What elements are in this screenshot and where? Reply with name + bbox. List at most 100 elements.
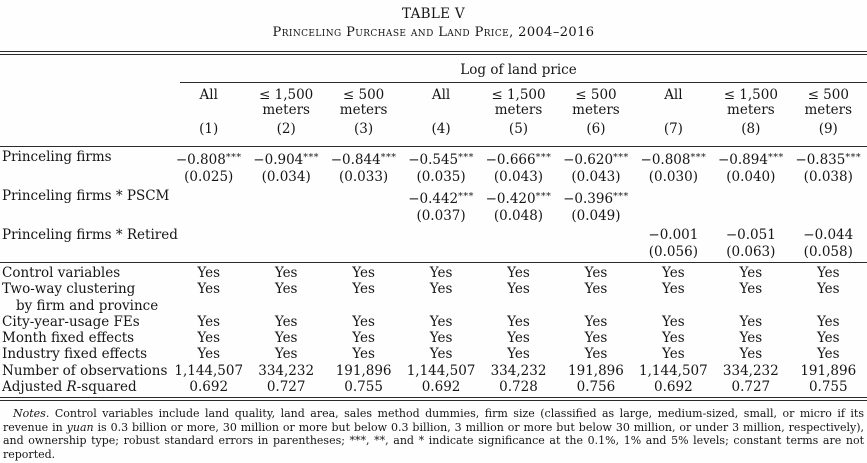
coefficient-value: −0.835***	[790, 149, 867, 169]
column-number: (7)	[663, 121, 683, 137]
column-subsample-label: ≤ 500	[342, 87, 385, 103]
spec-value: Yes	[816, 313, 840, 330]
spec-value: 0.727	[731, 379, 771, 396]
column-subsample-sublabel	[635, 103, 712, 118]
column-subsample-label: All	[431, 87, 451, 103]
row-label: Princeling firms	[2, 149, 112, 165]
coefficient-cell	[557, 227, 634, 261]
row-label: Month fixed effects	[0, 330, 170, 346]
significance-stars: ***	[613, 152, 629, 163]
coefficient-value: −0.808***	[170, 149, 247, 169]
coefficient-row: Princeling firms * PSCM −0.442*** (0.037) −…	[0, 188, 867, 225]
coefficient-row: Princeling firms * Retired −0.001 (0.056) −…	[0, 227, 867, 261]
coefficient-value: −0.396***	[557, 188, 634, 208]
empty-cell	[170, 227, 247, 244]
row-label-part: Month fixed effects	[2, 330, 135, 347]
spec-value: Yes	[197, 313, 221, 330]
coefficient-number: −0.894	[717, 152, 768, 168]
empty-cell	[325, 227, 402, 244]
notes-text-part: Control variables include land quality, …	[3, 407, 864, 434]
spec-value: 1,144,507	[174, 362, 244, 379]
column-subsample-sublabel: meters	[494, 102, 543, 118]
spec-value: 0.727	[266, 379, 306, 396]
spec-value: Yes	[197, 281, 221, 298]
spec-value: Yes	[816, 265, 840, 281]
column-subsample-sublabel: meters	[727, 102, 775, 118]
spec-value: 0.728	[499, 379, 538, 396]
spec-value: Yes	[584, 346, 608, 363]
significance-stars: ***	[767, 152, 784, 163]
row-label-part: Number of observations	[2, 362, 168, 379]
spec-value: 0.756	[576, 379, 616, 396]
standard-error: (0.049)	[571, 208, 621, 224]
coefficient-number: −0.001	[648, 227, 699, 243]
column-subsample-label: ≤ 500	[807, 87, 849, 103]
coefficient-value: −0.666***	[480, 149, 557, 169]
standard-error: (0.056)	[648, 244, 698, 260]
coefficient-cell	[170, 227, 247, 261]
spec-value: Yes	[429, 265, 453, 281]
standard-error: (0.038)	[803, 169, 853, 185]
spec-value: Yes	[507, 281, 530, 298]
column-subsample-label: ≤ 1,500	[259, 87, 314, 103]
empty-cell	[402, 244, 479, 261]
coefficient-cell	[247, 227, 324, 261]
column-subsample-label: All	[199, 87, 218, 103]
spec-value: Yes	[274, 330, 298, 347]
empty-cell	[247, 244, 324, 261]
coefficient-value: −0.001	[635, 227, 712, 244]
spec-value: 334,232	[490, 362, 547, 379]
spec-value: Yes	[662, 265, 685, 281]
spec-value: Yes	[429, 313, 453, 330]
header-label-spacer	[0, 87, 170, 138]
standard-error: (0.030)	[648, 169, 698, 185]
column-header-2: ≤ 1,500 meters (2)	[247, 87, 324, 138]
spec-value: Yes	[197, 330, 221, 347]
row-label: Two-way clustering by firm and province	[0, 281, 170, 314]
empty-cell	[557, 244, 634, 261]
column-number: (1)	[199, 121, 219, 137]
spec-value: 191,896	[800, 362, 857, 379]
empty-cell	[635, 205, 712, 222]
coefficient-number: −0.904	[253, 152, 304, 168]
table-notes: Notes. Control variables include land qu…	[0, 407, 867, 461]
coefficient-value: −0.442***	[402, 188, 479, 208]
spec-value: Yes	[352, 346, 375, 363]
spec-value: Yes	[816, 330, 840, 347]
column-subsample-sublabel: meters	[262, 102, 310, 118]
coefficient-cell	[635, 188, 712, 225]
spec-value: 191,896	[568, 362, 624, 379]
spec-value: 334,232	[722, 362, 779, 379]
coefficient-cell: −0.442*** (0.037)	[402, 188, 479, 225]
significance-stars: ***	[458, 152, 474, 163]
spec-value: Yes	[274, 346, 298, 363]
coefficient-cell: −0.044 (0.058)	[790, 227, 867, 261]
empty-cell	[557, 227, 634, 244]
spec-value: Yes	[429, 281, 453, 298]
coefficient-value: −0.044	[790, 227, 867, 244]
spec-value: Yes	[662, 346, 685, 363]
row-label: City-year-usage FEs	[0, 314, 170, 330]
coefficient-cell: −0.894*** (0.040)	[712, 149, 789, 186]
table-title: TABLE V	[402, 6, 465, 22]
row-label-part: Two-way clustering	[2, 281, 136, 298]
notes-text-part: yuan	[66, 420, 94, 434]
spec-value: Yes	[352, 313, 375, 330]
spec-value: Yes	[274, 313, 298, 330]
standard-error: (0.035)	[416, 169, 466, 185]
empty-cell	[170, 244, 247, 261]
coefficient-number: −0.051	[725, 227, 776, 243]
specification-section: Control variables Yes Yes Yes Yes Yes Yes Yes Ye…	[0, 263, 867, 397]
standard-error: (0.058)	[803, 244, 853, 260]
coefficient-value: −0.904***	[247, 149, 324, 169]
significance-stars: ***	[845, 152, 862, 163]
spec-value: 0.755	[808, 379, 848, 396]
spec-value: Yes	[507, 265, 530, 281]
spec-value: Yes	[507, 330, 530, 347]
row-label: Control variables	[0, 265, 170, 281]
empty-cell	[790, 205, 867, 222]
row-label-part: -squared	[76, 379, 137, 396]
coefficient-value: −0.051	[712, 227, 789, 244]
coefficient-value: −0.844***	[325, 149, 402, 169]
spanner-underline-rule	[180, 82, 867, 83]
